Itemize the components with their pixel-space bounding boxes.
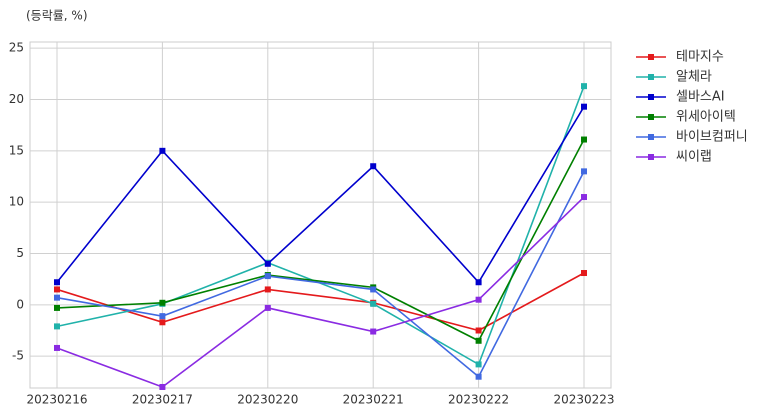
series-line (56, 139, 585, 342)
data-point (264, 273, 271, 280)
data-point (54, 286, 60, 293)
y-tick-label: -5 (12, 349, 24, 363)
legend-label: 테마지수 (676, 50, 724, 65)
data-point (159, 319, 166, 326)
x-tick-label: 20230220 (237, 393, 298, 407)
legend-marker (648, 74, 654, 80)
data-point (54, 294, 60, 301)
data-point (159, 313, 166, 320)
legend-label: 위세아이텍 (676, 110, 736, 125)
data-point (54, 279, 60, 286)
data-point (54, 323, 60, 330)
data-point (581, 168, 587, 175)
plot-frame (29, 41, 612, 389)
data-point (370, 300, 377, 307)
data-point (370, 163, 377, 170)
x-tick-label: 20230221 (343, 393, 404, 407)
series-line (56, 85, 585, 366)
data-point (581, 270, 587, 277)
series-line (56, 106, 585, 284)
y-tick-label: 5 (16, 246, 24, 260)
y-tick-label: 20 (9, 92, 24, 106)
legend-label: 알체라 (676, 70, 712, 85)
y-tick-label: 15 (9, 143, 24, 157)
legend-label: 셀바스AI (676, 90, 725, 105)
series-line (56, 272, 585, 332)
data-point (264, 260, 271, 267)
x-tick-label: 20230217 (132, 393, 193, 407)
data-point (370, 328, 377, 335)
data-point (581, 103, 587, 110)
data-point (159, 147, 166, 154)
x-tick-label: 20230223 (553, 393, 614, 407)
x-tick-label: 20230216 (26, 393, 87, 407)
y-tick-label: 0 (16, 297, 24, 311)
y-tick-label: 25 (9, 41, 24, 55)
legend-marker (648, 114, 654, 120)
y-tick-label: 10 (9, 195, 24, 209)
data-point (475, 296, 482, 303)
data-point (159, 299, 166, 306)
data-point (581, 136, 587, 143)
legend-marker (648, 154, 654, 160)
data-point (264, 286, 271, 293)
data-point (581, 83, 587, 90)
legend-marker (648, 134, 654, 140)
series-line (56, 196, 585, 388)
legend-label: 바이브컴퍼니 (676, 130, 748, 145)
legend-label: 씨이랩 (676, 150, 712, 165)
data-point (54, 344, 60, 351)
x-tick-label: 20230222 (448, 393, 509, 407)
data-point (475, 373, 482, 380)
legend-marker (648, 54, 654, 60)
data-point (581, 194, 587, 201)
data-point (475, 279, 482, 286)
data-point (475, 327, 482, 334)
data-point (370, 286, 377, 293)
data-point (475, 361, 482, 368)
data-point (54, 304, 60, 311)
data-point (159, 383, 166, 390)
data-point (475, 337, 482, 344)
data-point (264, 304, 271, 311)
series-line (56, 170, 585, 378)
y-axis-label: (등락률, %) (26, 9, 88, 23)
legend-marker (648, 94, 654, 100)
